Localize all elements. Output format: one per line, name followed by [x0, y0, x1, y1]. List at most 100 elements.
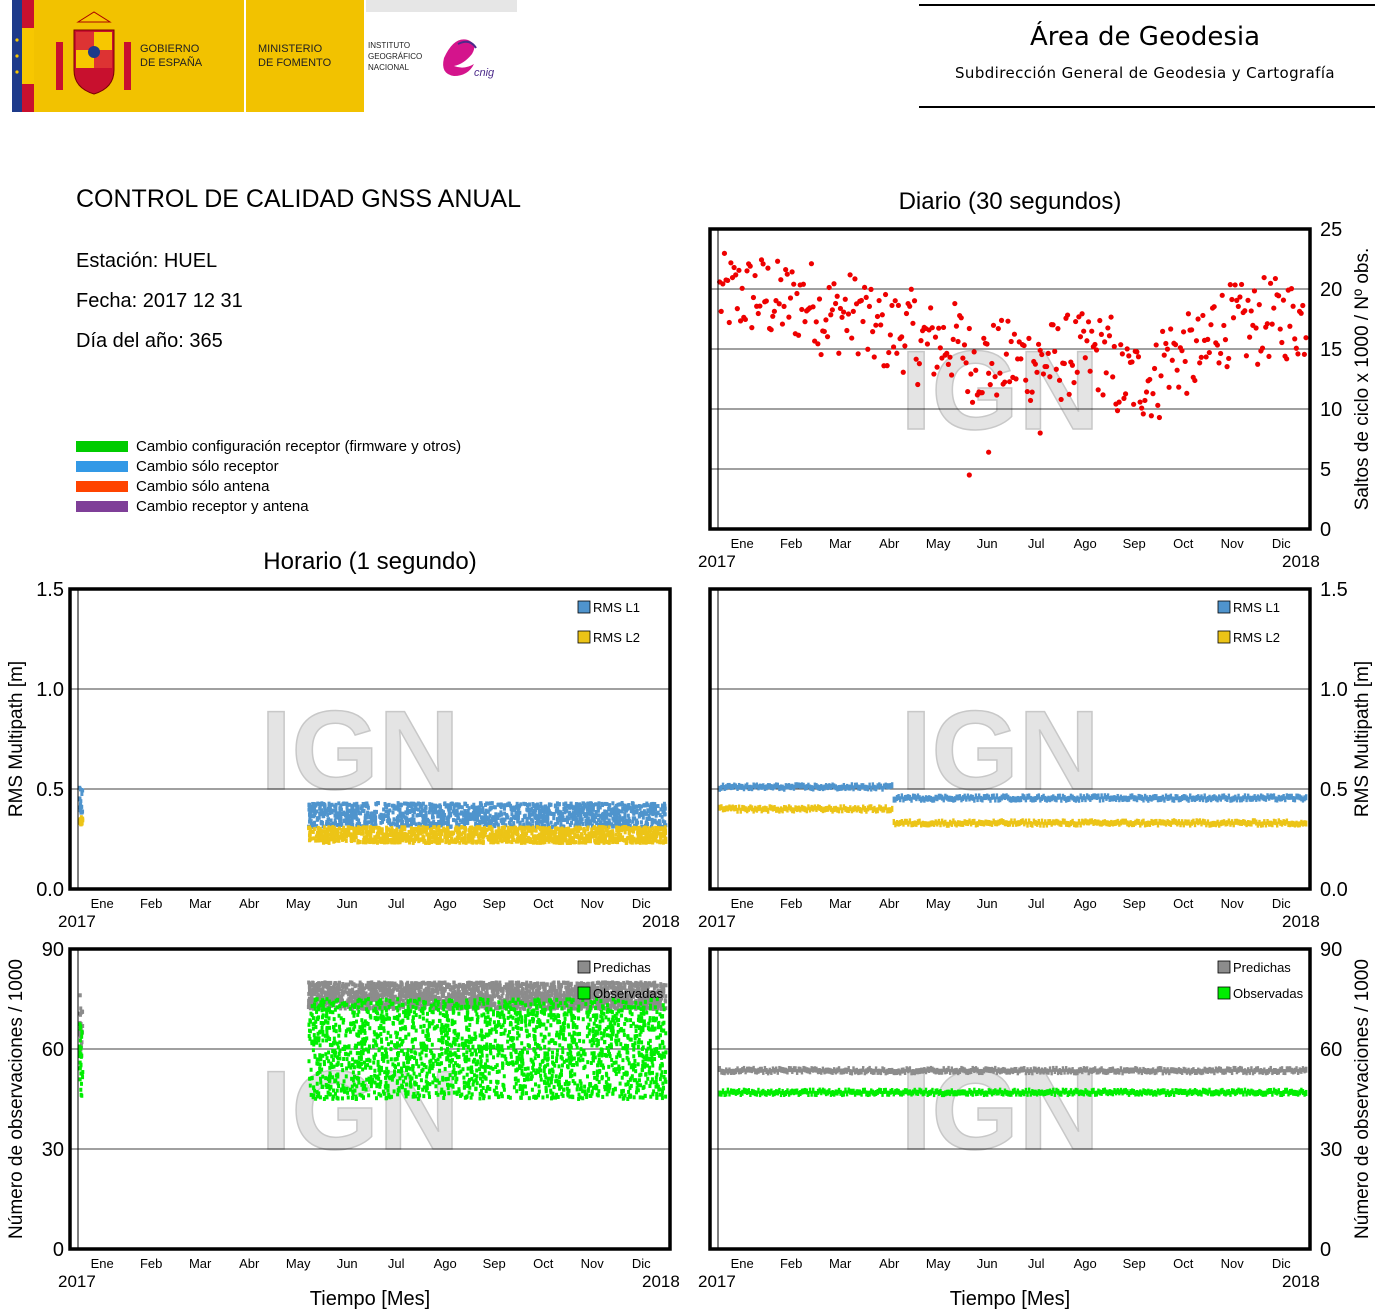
- daily-chart-title: Diario (30 segundos): [898, 188, 1122, 215]
- y-tick-label: 30: [42, 1139, 64, 1161]
- series-point: [737, 782, 741, 789]
- series-point: [932, 796, 936, 803]
- slip-point: [770, 313, 776, 319]
- series-point: [522, 801, 526, 806]
- series-point: [878, 782, 881, 789]
- series-point: [1050, 820, 1053, 827]
- series-point: [595, 1001, 599, 1006]
- series-point: [784, 783, 788, 790]
- series-point: [650, 804, 654, 809]
- series-point: [402, 986, 406, 991]
- series-point: [1040, 794, 1044, 801]
- series-point: [1234, 818, 1237, 825]
- slip-point: [929, 325, 935, 331]
- gobierno-text-2: DE ESPAÑA: [140, 56, 203, 69]
- slip-point: [1208, 322, 1214, 328]
- slip-point: [1230, 315, 1237, 321]
- series-point: [791, 807, 794, 814]
- series-point: [334, 806, 338, 811]
- series-point: [892, 796, 895, 803]
- series-point: [321, 813, 325, 818]
- series-point: [873, 805, 876, 812]
- series-point: [576, 820, 580, 825]
- series-point: [346, 827, 350, 832]
- series-point: [911, 821, 915, 828]
- series-point: [611, 831, 615, 836]
- series-point: [720, 784, 723, 791]
- series-point: [908, 818, 912, 825]
- series-point: [615, 825, 619, 830]
- series-point: [599, 839, 603, 844]
- series-point: [659, 826, 663, 831]
- x-tick-label: Dic: [1272, 536, 1291, 551]
- series-point: [573, 834, 577, 839]
- y-axis-label: RMS Multipath [m]: [1352, 661, 1373, 817]
- series-point: [321, 986, 325, 991]
- series-point: [642, 840, 646, 845]
- slip-point: [831, 281, 837, 287]
- series-point: [1055, 796, 1058, 803]
- series-point: [79, 818, 83, 823]
- series-point: [586, 801, 590, 806]
- slip-point: [775, 258, 781, 264]
- series-point: [1000, 794, 1003, 801]
- series-point: [398, 830, 402, 835]
- doy-label: Día del año: 365: [76, 330, 223, 352]
- series-point: [480, 827, 484, 832]
- series-point: [599, 822, 603, 827]
- series-point: [336, 811, 340, 816]
- series-point: [408, 1006, 412, 1011]
- slip-point: [1156, 414, 1163, 421]
- series-point: [349, 819, 353, 824]
- series-point: [474, 812, 478, 817]
- slip-point: [802, 319, 808, 325]
- series-point: [895, 819, 899, 826]
- series-point: [413, 833, 417, 838]
- series-point: [1208, 794, 1211, 801]
- series-point: [1018, 796, 1021, 803]
- gobierno-block: [34, 0, 244, 112]
- series-point: [434, 985, 438, 990]
- series-point: [445, 826, 449, 831]
- ministerio-text-2: DE FOMENTO: [258, 57, 332, 69]
- series-point: [647, 837, 651, 842]
- series-point: [649, 832, 653, 837]
- series-point: [372, 816, 376, 821]
- series-point: [318, 806, 322, 811]
- series-point: [813, 804, 817, 811]
- series-point: [1160, 819, 1163, 826]
- series-point: [529, 812, 533, 817]
- series-point: [363, 822, 367, 827]
- series-point: [588, 839, 592, 844]
- slip-point: [1242, 308, 1248, 314]
- series-point: [944, 793, 947, 800]
- series-point: [881, 785, 884, 792]
- series-point: [1044, 795, 1047, 802]
- series-point: [553, 804, 557, 809]
- series-point: [1132, 795, 1136, 802]
- series-point: [349, 812, 353, 817]
- series-point: [1079, 793, 1082, 800]
- series-point: [1180, 794, 1184, 801]
- series-point: [1035, 794, 1039, 801]
- series-point: [808, 784, 812, 791]
- series-point: [366, 829, 370, 834]
- series-point: [393, 835, 397, 840]
- series-point: [361, 831, 365, 836]
- series-point: [1081, 796, 1084, 803]
- series-point: [649, 802, 653, 807]
- series-point: [550, 831, 554, 836]
- series-point: [541, 828, 545, 833]
- series-point: [389, 831, 393, 836]
- series-point: [597, 840, 601, 845]
- series-point: [483, 833, 487, 838]
- series-point: [538, 825, 542, 830]
- series-point: [902, 796, 905, 803]
- series-point: [312, 802, 316, 807]
- series-point: [423, 829, 427, 834]
- series-point: [589, 821, 593, 826]
- series-point: [1068, 795, 1071, 802]
- series-point: [1052, 819, 1055, 826]
- series-point: [486, 835, 490, 840]
- series-point: [1135, 818, 1139, 825]
